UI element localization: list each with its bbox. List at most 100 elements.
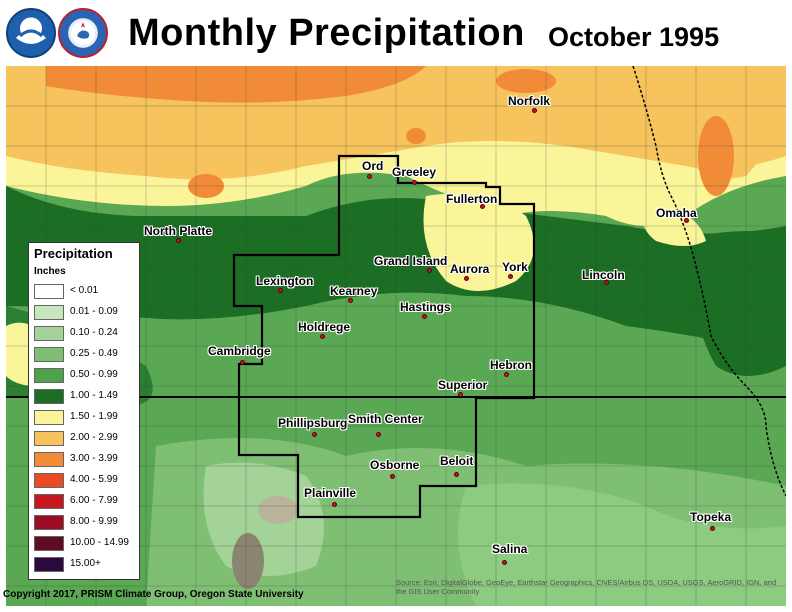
- city-dot-north-platte: [176, 238, 181, 243]
- city-label-cambridge: Cambridge: [208, 344, 271, 358]
- city-dot-york: [508, 274, 513, 279]
- city-label-superior: Superior: [438, 378, 488, 392]
- city-label-lexington: Lexington: [256, 274, 314, 288]
- city-dot-cambridge: [240, 360, 245, 365]
- city-label-hebron: Hebron: [490, 358, 532, 372]
- legend-label: 4.00 - 5.99: [70, 474, 118, 485]
- legend-swatch: [34, 347, 64, 362]
- legend-label: 0.01 - 0.09: [70, 306, 118, 317]
- city-dot-greeley: [412, 180, 417, 185]
- zone-300-399-spot3: [496, 69, 556, 93]
- map-date: October 1995: [548, 22, 720, 52]
- city-dot-grand-island: [427, 268, 432, 273]
- city-dot-beloit: [454, 472, 459, 477]
- city-label-omaha: Omaha: [656, 206, 697, 220]
- city-label-smith-center: Smith Center: [348, 412, 423, 426]
- city-label-norfolk: Norfolk: [508, 94, 550, 108]
- city-label-kearney: Kearney: [330, 284, 378, 298]
- legend-title: Precipitation: [34, 246, 113, 261]
- forecast-area-outline: [232, 154, 536, 519]
- city-label-lincoln: Lincoln: [582, 268, 625, 282]
- city-dot-phillipsburg: [312, 432, 317, 437]
- city-label-salina: Salina: [492, 542, 528, 556]
- legend-row: 2.00 - 2.99: [34, 430, 138, 447]
- city-label-fullerton: Fullerton: [446, 192, 498, 206]
- legend-swatch: [34, 473, 64, 488]
- city-label-north-platte: North Platte: [144, 224, 213, 238]
- legend-label: 0.50 - 0.99: [70, 369, 118, 380]
- legend-row: 1.00 - 1.49: [34, 388, 138, 405]
- legend-row: 8.00 - 9.99: [34, 514, 138, 531]
- legend-row: 15.00+: [34, 556, 138, 573]
- zone-100-149-east: [693, 231, 786, 376]
- legend-label: 6.00 - 7.99: [70, 495, 118, 506]
- legend-label: 0.10 - 0.24: [70, 327, 118, 338]
- legend-swatch: [34, 431, 64, 446]
- city-dot-fullerton: [480, 204, 485, 209]
- map-title: Monthly Precipitation: [128, 12, 525, 54]
- city-label-hastings: Hastings: [400, 300, 451, 314]
- city-dot-superior: [458, 392, 463, 397]
- header: Monthly Precipitation October 1995: [0, 0, 792, 66]
- zone-300-399-spot2: [406, 128, 426, 144]
- legend-swatch: [34, 494, 64, 509]
- legend-label: 15.00+: [70, 558, 101, 569]
- city-dot-aurora: [464, 276, 469, 281]
- legend-row: 0.25 - 0.49: [34, 346, 138, 363]
- city-dot-osborne: [390, 474, 395, 479]
- legend-swatch: [34, 536, 64, 551]
- legend-units: Inches: [34, 266, 66, 277]
- legend-swatch: [34, 452, 64, 467]
- zone-300-399-omaha: [698, 116, 734, 196]
- legend-row: 4.00 - 5.99: [34, 472, 138, 489]
- city-label-topeka: Topeka: [690, 510, 732, 524]
- state-border-river: [632, 66, 786, 497]
- legend-row: 0.10 - 0.24: [34, 325, 138, 342]
- city-dot-topeka: [710, 526, 715, 531]
- legend-label: 1.50 - 1.99: [70, 411, 118, 422]
- legend-row: < 0.01: [34, 283, 138, 300]
- city-label-aurora: Aurora: [450, 262, 490, 276]
- city-dot-kearney: [348, 298, 353, 303]
- city-dot-ord: [367, 174, 372, 179]
- zone-terrain-2: [232, 533, 264, 589]
- zone-300-399-north: [46, 66, 426, 103]
- city-label-grand-island: Grand Island: [374, 254, 448, 268]
- legend-swatch: [34, 368, 64, 383]
- legend-row: 0.50 - 0.99: [34, 367, 138, 384]
- legend-label: 1.00 - 1.49: [70, 390, 118, 401]
- legend-row: 1.50 - 1.99: [34, 409, 138, 426]
- city-label-york: York: [502, 260, 528, 274]
- city-dot-norfolk: [532, 108, 537, 113]
- legend: Precipitation Inches < 0.01 0.01 - 0.09 0.…: [28, 242, 140, 580]
- city-label-holdrege: Holdrege: [298, 320, 351, 334]
- precipitation-map: Norfolk Ord Greeley Fullerton North Plat…: [6, 66, 786, 606]
- legend-swatch: [34, 557, 64, 572]
- legend-swatch: [34, 410, 64, 425]
- city-label-phillipsburg: Phillipsburg: [278, 416, 348, 430]
- city-dot-lexington: [278, 288, 283, 293]
- precipitation-map-canvas: [6, 66, 786, 606]
- legend-label: 2.00 - 2.99: [70, 432, 118, 443]
- legend-swatch: [34, 515, 64, 530]
- legend-label: 8.00 - 9.99: [70, 516, 118, 527]
- city-label-beloit: Beloit: [440, 454, 474, 468]
- source-attribution: Source: Esri, DigitalGlobe, GeoEye, Eart…: [396, 578, 777, 596]
- legend-row: 10.00 - 14.99: [34, 535, 138, 552]
- city-dot-holdrege: [320, 334, 325, 339]
- city-dot-salina: [502, 560, 507, 565]
- legend-swatch: [34, 326, 64, 341]
- legend-row: 3.00 - 3.99: [34, 451, 138, 468]
- legend-row: 0.01 - 0.09: [34, 304, 138, 321]
- city-dot-hebron: [504, 372, 509, 377]
- city-label-plainville: Plainville: [304, 486, 357, 500]
- noaa-logo: [6, 8, 56, 58]
- legend-label: 0.25 - 0.49: [70, 348, 118, 359]
- legend-label: 10.00 - 14.99: [70, 537, 129, 548]
- zone-150-199-fullerton: [423, 193, 534, 291]
- city-label-ord: Ord: [362, 159, 384, 173]
- city-dot-plainville: [332, 502, 337, 507]
- legend-swatch: [34, 389, 64, 404]
- zone-terrain-1: [258, 496, 298, 524]
- city-dot-hastings: [422, 314, 427, 319]
